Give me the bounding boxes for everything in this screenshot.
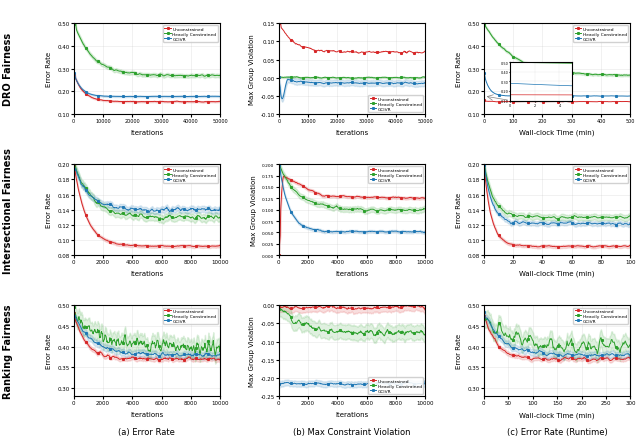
Text: Ranking Fairness: Ranking Fairness <box>3 304 13 398</box>
X-axis label: Iterations: Iterations <box>130 411 163 417</box>
Y-axis label: Error Rate: Error Rate <box>456 333 462 368</box>
Y-axis label: Error Rate: Error Rate <box>456 52 462 87</box>
Legend: Unconstrained, Heavily Constrained, GCIVR: Unconstrained, Heavily Constrained, GCIV… <box>573 167 628 184</box>
Y-axis label: Max Group Violation: Max Group Violation <box>249 34 255 105</box>
X-axis label: Iterations: Iterations <box>335 130 369 136</box>
Text: Intersectional Fairness: Intersectional Fairness <box>3 148 13 273</box>
X-axis label: Wall-clock Time (min): Wall-clock Time (min) <box>520 411 595 417</box>
Y-axis label: Max Group Violation: Max Group Violation <box>250 175 257 246</box>
Y-axis label: Max Group Violation: Max Group Violation <box>249 316 255 386</box>
Legend: Unconstrained, Heavily Constrained, GCIVR: Unconstrained, Heavily Constrained, GCIV… <box>573 26 628 43</box>
Y-axis label: Error Rate: Error Rate <box>45 52 52 87</box>
X-axis label: Wall-clock Time (min): Wall-clock Time (min) <box>520 130 595 136</box>
Legend: Unconstrained, Heavily Constrained, GCIVR: Unconstrained, Heavily Constrained, GCIV… <box>163 308 218 325</box>
Y-axis label: Error Rate: Error Rate <box>45 333 52 368</box>
X-axis label: Wall-clock Time (min): Wall-clock Time (min) <box>520 270 595 277</box>
Legend: Unconstrained, Heavily Constrained, GCIVR: Unconstrained, Heavily Constrained, GCIV… <box>368 378 423 394</box>
Legend: Unconstrained, Heavily Constrained, GCIVR: Unconstrained, Heavily Constrained, GCIV… <box>368 96 423 113</box>
Legend: Unconstrained, Heavily Constrained, GCIVR: Unconstrained, Heavily Constrained, GCIV… <box>368 167 423 184</box>
X-axis label: Iterations: Iterations <box>130 130 163 136</box>
Legend: Unconstrained, Heavily Constrained, GCIVR: Unconstrained, Heavily Constrained, GCIV… <box>573 308 628 325</box>
Text: (b) Max Constraint Violation: (b) Max Constraint Violation <box>293 427 411 436</box>
X-axis label: Iterations: Iterations <box>130 270 163 276</box>
Legend: Unconstrained, Heavily Constrained, GCIVR: Unconstrained, Heavily Constrained, GCIV… <box>163 167 218 184</box>
X-axis label: Iterations: Iterations <box>335 411 369 417</box>
Y-axis label: Error Rate: Error Rate <box>456 193 462 228</box>
Text: (a) Error Rate: (a) Error Rate <box>118 427 175 436</box>
Text: DRO Fairness: DRO Fairness <box>3 33 13 106</box>
X-axis label: Iterations: Iterations <box>335 270 369 276</box>
Y-axis label: Error Rate: Error Rate <box>45 193 52 228</box>
Text: (c) Error Rate (Runtime): (c) Error Rate (Runtime) <box>507 427 607 436</box>
Legend: Unconstrained, Heavily Constrained, GCIVR: Unconstrained, Heavily Constrained, GCIV… <box>163 26 218 43</box>
